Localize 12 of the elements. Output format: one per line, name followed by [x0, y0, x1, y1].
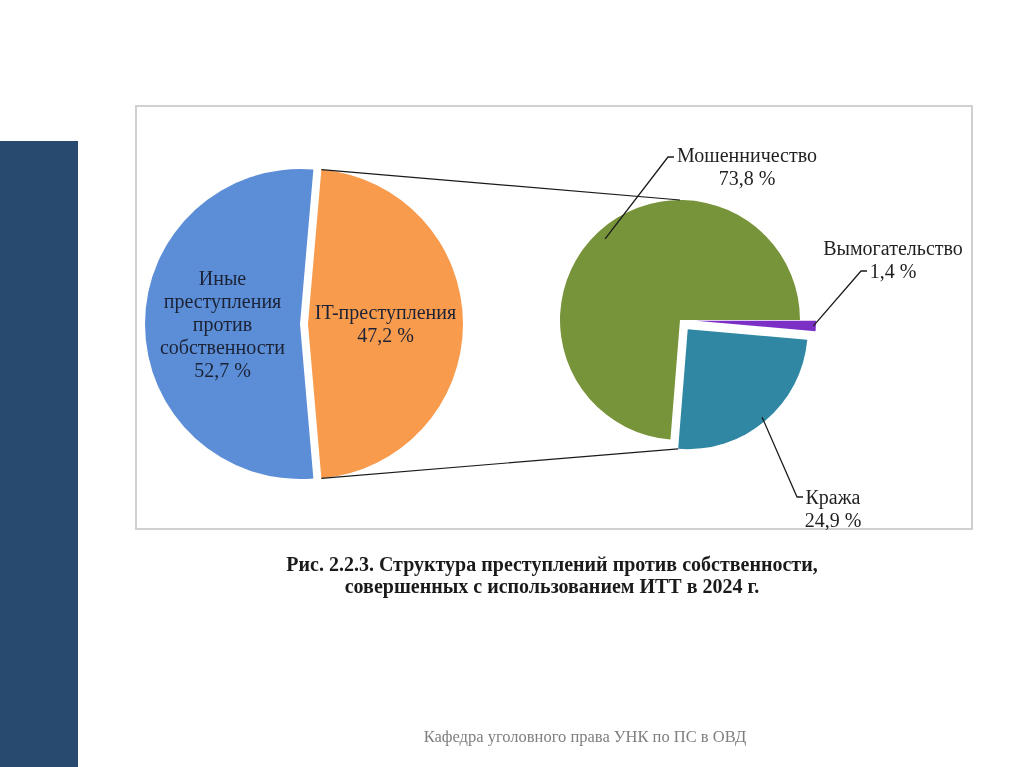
data-label: 52,7 % — [194, 358, 251, 381]
text: Рис. 2.2.3. Структура преступлений против собственности, совершенных с использованием ИТТ в 2024 г. — [285, 553, 819, 597]
slice-label: Мошенничество — [676, 143, 818, 166]
data-label: 73,8 % — [718, 166, 776, 189]
data-label: 47,2 % — [357, 324, 414, 347]
data-label: 1,4 % — [869, 259, 917, 282]
slice-label: Кража — [805, 485, 861, 509]
slice-label: Вымогательство — [823, 236, 963, 259]
slice-label: Иные преступления против собственности — [159, 266, 286, 358]
text: Кафедра уголовного права УНК по ПС в ОВД — [422, 727, 748, 747]
slice-label: IT-преступления — [314, 301, 457, 325]
data-label: 24,9 % — [804, 508, 862, 531]
